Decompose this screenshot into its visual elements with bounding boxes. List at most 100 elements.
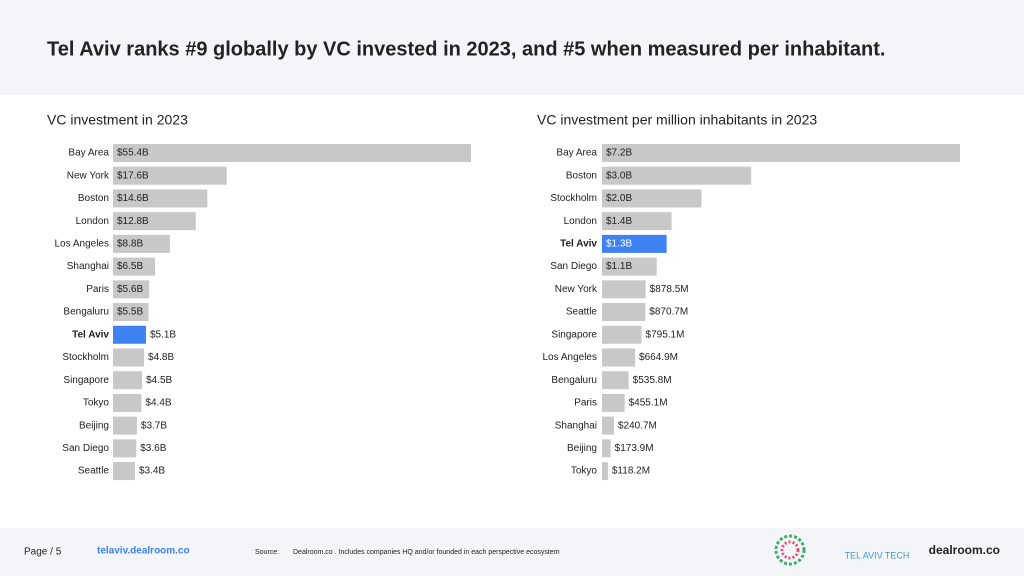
- category-label: London: [564, 216, 597, 227]
- category-label: Paris: [574, 398, 597, 409]
- category-label: Boston: [78, 193, 109, 204]
- value-label: $6.5B: [117, 261, 143, 272]
- category-label: Stockholm: [550, 193, 597, 204]
- category-label: Beijing: [79, 420, 109, 431]
- category-label: Tel Aviv: [72, 329, 109, 340]
- category-label: Los Angeles: [543, 352, 598, 363]
- category-label: Seattle: [78, 466, 110, 477]
- value-label: $3.7B: [141, 420, 167, 431]
- category-label: New York: [555, 284, 598, 295]
- bar: [113, 393, 142, 412]
- chart-title: VC investment per million inhabitants in…: [537, 112, 817, 128]
- bar: [113, 212, 196, 231]
- bar: [113, 144, 471, 162]
- value-label: $14.6B: [117, 193, 149, 204]
- value-label: $1.4B: [606, 216, 632, 227]
- category-label: San Diego: [62, 443, 109, 454]
- bar: [113, 462, 135, 481]
- bar: [602, 166, 752, 185]
- category-label: Boston: [566, 170, 597, 181]
- bar: [602, 393, 625, 412]
- category-label: Seattle: [566, 307, 598, 318]
- category-label: Bengaluru: [551, 375, 597, 386]
- chart-title: VC investment in 2023: [47, 112, 188, 128]
- bar: [113, 257, 156, 276]
- logo-text: dealroom.co: [929, 543, 1000, 557]
- page-number: Page / 5: [24, 547, 62, 558]
- value-label: $878.5M: [650, 284, 689, 295]
- category-label: Tokyo: [83, 398, 110, 409]
- bar: [113, 234, 170, 253]
- category-label: Paris: [86, 284, 109, 295]
- bar: [113, 371, 143, 390]
- bar: [602, 439, 611, 458]
- value-label: $7.2B: [606, 148, 632, 159]
- category-label: Bay Area: [68, 148, 109, 159]
- bar: [602, 189, 702, 208]
- value-label: $5.1B: [150, 329, 176, 340]
- bar: [602, 348, 636, 367]
- category-label: Shanghai: [67, 261, 109, 272]
- value-label: $664.9M: [639, 352, 678, 363]
- value-label: $1.3B: [606, 239, 632, 250]
- value-label: $4.4B: [145, 398, 171, 409]
- value-label: $240.7M: [618, 420, 657, 431]
- category-label: New York: [67, 170, 110, 181]
- value-label: $870.7M: [649, 307, 688, 318]
- value-label: $3.0B: [606, 170, 632, 181]
- value-label: $1.1B: [606, 261, 632, 272]
- bar: [602, 144, 960, 162]
- value-label: $4.8B: [148, 352, 174, 363]
- value-label: $3.6B: [140, 443, 166, 454]
- category-label: Beijing: [567, 443, 597, 454]
- value-label: $5.6B: [117, 284, 143, 295]
- bar: [602, 416, 614, 435]
- value-label: $4.5B: [146, 375, 172, 386]
- bar: [113, 439, 137, 458]
- bar: [602, 234, 667, 253]
- bar: [113, 189, 208, 208]
- logo-mark: [774, 534, 806, 566]
- bar: [113, 325, 146, 344]
- value-label: $118.2M: [612, 466, 650, 477]
- bar: [113, 303, 149, 322]
- value-label: $12.8B: [117, 216, 149, 227]
- logo-text: TEL AVIV TECH: [845, 550, 910, 560]
- bar: [602, 303, 646, 322]
- category-label: Bengaluru: [63, 307, 109, 318]
- value-label: $535.8M: [633, 375, 672, 386]
- bar: [602, 257, 657, 276]
- value-label: $173.9M: [615, 443, 654, 454]
- bar: [602, 212, 672, 231]
- source-label: Source:: [255, 549, 279, 556]
- footer-band: [0, 528, 1024, 576]
- site-link[interactable]: telaviv.dealroom.co: [97, 546, 190, 557]
- category-label: Singapore: [63, 375, 109, 386]
- bar: [113, 166, 227, 185]
- value-label: $3.4B: [139, 466, 165, 477]
- value-label: $795.1M: [646, 329, 685, 340]
- value-label: $2.0B: [606, 193, 632, 204]
- bar: [113, 280, 150, 299]
- header-band: [0, 0, 1024, 95]
- category-label: Bay Area: [556, 148, 597, 159]
- bar: [602, 280, 646, 299]
- category-label: Singapore: [551, 329, 597, 340]
- bar: [113, 416, 137, 435]
- category-label: San Diego: [550, 261, 597, 272]
- category-label: Stockholm: [62, 352, 109, 363]
- value-label: $55.4B: [117, 148, 149, 159]
- category-label: Los Angeles: [55, 239, 110, 250]
- source-text: Dealroom.co . Includes companies HQ and/…: [293, 549, 560, 556]
- value-label: $17.6B: [117, 170, 149, 181]
- bar: [602, 462, 608, 481]
- bar: [602, 325, 642, 344]
- value-label: $5.5B: [117, 307, 143, 318]
- category-label: London: [76, 216, 109, 227]
- value-label: $8.8B: [117, 239, 143, 250]
- bar: [113, 348, 145, 367]
- category-label: Shanghai: [555, 420, 597, 431]
- bar: [602, 371, 629, 390]
- category-label: Tokyo: [571, 466, 598, 477]
